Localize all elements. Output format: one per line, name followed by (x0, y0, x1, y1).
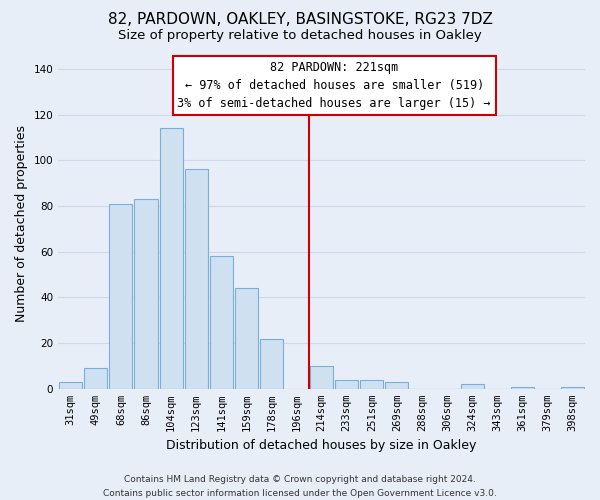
Bar (310, 366, 333, 389)
Bar (335, 380, 358, 389)
Bar (185, 170, 208, 389)
Bar (385, 382, 409, 389)
Bar (235, 288, 258, 389)
Bar (260, 338, 283, 389)
Bar (461, 384, 484, 389)
Text: Contains HM Land Registry data © Crown copyright and database right 2024.
Contai: Contains HM Land Registry data © Crown c… (103, 476, 497, 498)
Bar (59, 382, 82, 389)
Bar (360, 380, 383, 389)
X-axis label: Distribution of detached houses by size in Oakley: Distribution of detached houses by size … (166, 440, 477, 452)
Bar (160, 128, 182, 389)
Y-axis label: Number of detached properties: Number of detached properties (15, 124, 28, 322)
Text: Size of property relative to detached houses in Oakley: Size of property relative to detached ho… (118, 28, 482, 42)
Bar (511, 386, 534, 389)
Text: 82 PARDOWN: 221sqm
← 97% of detached houses are smaller (519)
3% of semi-detache: 82 PARDOWN: 221sqm ← 97% of detached hou… (178, 61, 491, 110)
Bar (109, 204, 133, 389)
Bar (561, 386, 584, 389)
Bar (209, 256, 233, 389)
Bar (134, 199, 158, 389)
Bar (84, 368, 107, 389)
Text: 82, PARDOWN, OAKLEY, BASINGSTOKE, RG23 7DZ: 82, PARDOWN, OAKLEY, BASINGSTOKE, RG23 7… (107, 12, 493, 28)
